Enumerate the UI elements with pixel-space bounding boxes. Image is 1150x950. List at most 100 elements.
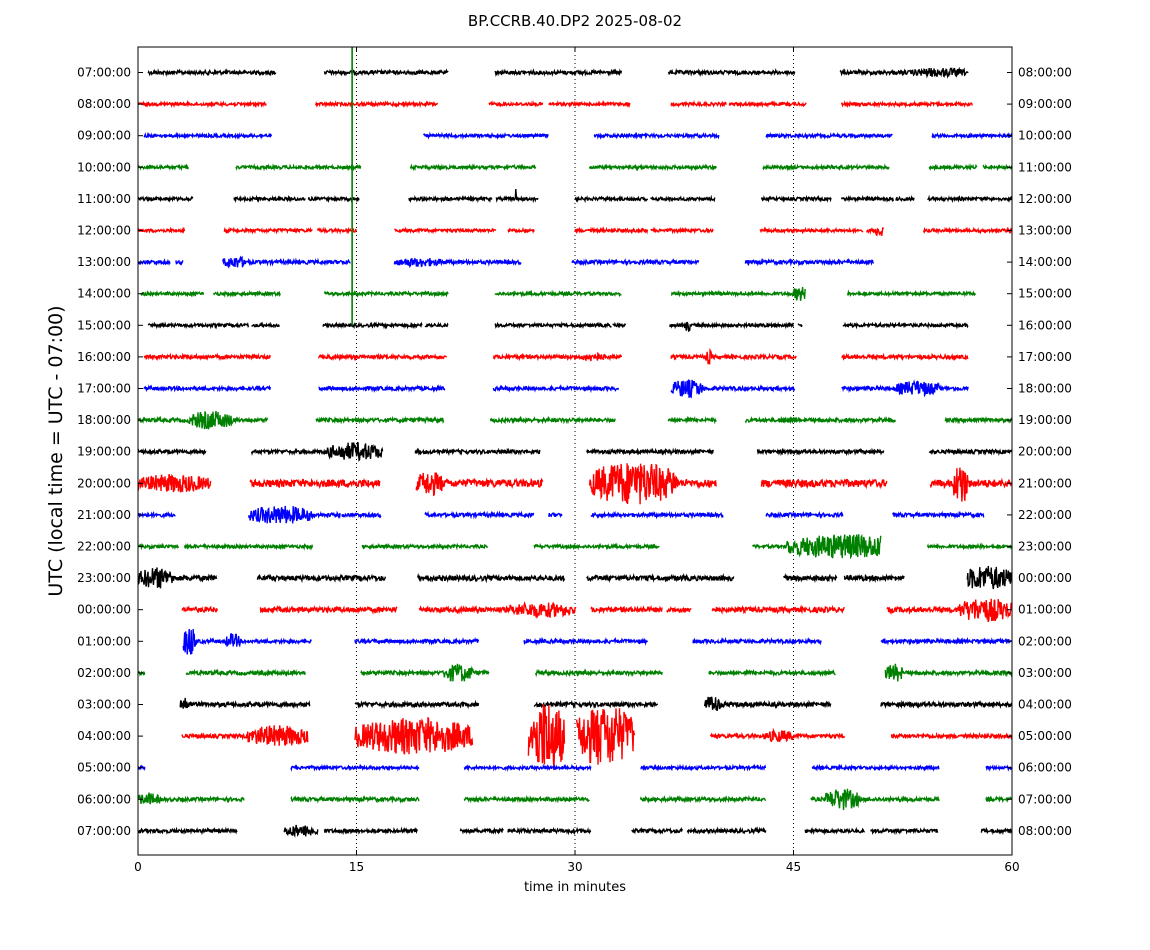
- trace-segment: [138, 861, 174, 864]
- trace-segment: [323, 289, 449, 298]
- trace-segment: [323, 826, 419, 836]
- trace-segment: [393, 257, 522, 269]
- right-tick-label: 12:00:00: [1018, 192, 1072, 206]
- right-tick-label: 20:00:00: [1018, 445, 1072, 459]
- trace-segment: [138, 195, 194, 203]
- right-tick-label: 08:00:00: [1018, 66, 1072, 80]
- right-tick-label: 05:00:00: [1018, 729, 1072, 743]
- trace-segment: [667, 415, 717, 425]
- trace-segment: [233, 194, 306, 204]
- trace-segment: [323, 68, 449, 77]
- trace-segment: [548, 512, 563, 519]
- trace-segment: [586, 572, 735, 584]
- trace-segment: [666, 606, 692, 614]
- x-tick-label: 30: [567, 860, 582, 874]
- trace-segment: [574, 226, 649, 235]
- y-axis-label: UTC (local time = UTC - 07:00): [45, 305, 67, 596]
- right-tick-label: 14:00:00: [1018, 255, 1072, 269]
- trace-segment: [259, 604, 398, 615]
- left-tick-label: 13:00:00: [77, 255, 131, 269]
- trace-segment: [138, 410, 269, 430]
- right-tick-label: 02:00:00: [1018, 634, 1072, 648]
- trace-segment: [463, 794, 590, 804]
- trace-segment: [927, 194, 1012, 204]
- trace-segment: [223, 226, 313, 235]
- trace-segment: [923, 226, 1012, 235]
- trace-segment: [185, 668, 306, 677]
- trace-segment: [631, 826, 683, 835]
- right-tick-label: 01:00:00: [1018, 603, 1072, 617]
- left-tick-label: 03:00:00: [77, 698, 131, 712]
- left-tick-label: 06:00:00: [77, 792, 131, 806]
- right-tick-label: 07:00:00: [1018, 792, 1072, 806]
- x-axis: 0 15 30 45 60: [134, 47, 1020, 874]
- trace-segment: [810, 788, 940, 811]
- trace-segment: [640, 763, 767, 772]
- trace-segment: [417, 572, 566, 584]
- trace-segment: [307, 195, 360, 204]
- trace-segment: [315, 415, 445, 425]
- trace-segment: [251, 321, 280, 329]
- trace-segment: [138, 511, 176, 520]
- trace-segment: [492, 351, 623, 362]
- trace-segment: [928, 163, 978, 172]
- trace-segment: [354, 716, 474, 755]
- trace-segment: [846, 289, 977, 298]
- trace-segment: [650, 194, 716, 203]
- trace-segment: [866, 227, 884, 237]
- left-tick-label: 11:00:00: [77, 192, 131, 206]
- trace-segment: [422, 131, 549, 141]
- trace-segment: [533, 699, 659, 710]
- trace-segment: [341, 511, 382, 519]
- plot-area: [138, 47, 1012, 864]
- trace-segment: [523, 636, 649, 646]
- trace-segment: [495, 188, 539, 204]
- trace-segment: [890, 731, 1012, 741]
- trace-segment: [318, 384, 446, 393]
- left-tick-label: 15:00:00: [77, 318, 131, 332]
- right-tick-label: 15:00:00: [1018, 287, 1072, 301]
- trace-segment: [181, 605, 218, 614]
- left-tick-label: 05:00:00: [77, 761, 131, 775]
- trace-segment: [708, 668, 836, 678]
- trace-segment: [588, 463, 717, 505]
- left-tick-label: 10:00:00: [77, 160, 131, 174]
- trace-lines: [138, 47, 1012, 864]
- right-tick-label: 09:00:00: [1018, 97, 1072, 111]
- trace-segment: [138, 99, 267, 109]
- trace-segment: [415, 472, 544, 497]
- left-tick-label: 21:00:00: [77, 508, 131, 522]
- trace-segment: [870, 827, 939, 836]
- trace-segment: [586, 447, 714, 457]
- trace-segment: [759, 226, 864, 235]
- trace-segment: [588, 163, 717, 172]
- trace-segment: [574, 195, 649, 204]
- trace-segment: [709, 727, 846, 743]
- trace-segment: [175, 259, 184, 266]
- trace-segment: [811, 763, 940, 772]
- trace-segment: [891, 510, 985, 520]
- right-tick-label: 17:00:00: [1018, 350, 1072, 364]
- trace-segment: [590, 604, 663, 615]
- left-tick-label: 09:00:00: [77, 129, 131, 143]
- trace-segment: [886, 598, 1012, 623]
- trace-segment: [322, 321, 423, 330]
- trace-segment: [140, 289, 205, 298]
- trace-segment: [980, 827, 1012, 836]
- trace-segment: [711, 604, 845, 615]
- trace-segment: [138, 258, 171, 267]
- trace-segment: [840, 99, 973, 109]
- trace-segment: [507, 826, 592, 836]
- trace-segment: [235, 163, 362, 172]
- trace-segment: [744, 257, 875, 267]
- trace-segment: [804, 826, 866, 836]
- trace-segment: [843, 573, 905, 583]
- right-tick-label: 23:00:00: [1018, 540, 1072, 554]
- trace-segment: [138, 163, 190, 172]
- trace-segment: [182, 628, 312, 655]
- trace-segment: [494, 68, 623, 78]
- x-axis-label: time in minutes: [524, 880, 626, 895]
- trace-segment: [841, 352, 969, 362]
- left-tick-label: 08:00:00: [77, 97, 131, 111]
- trace-segment: [762, 163, 890, 172]
